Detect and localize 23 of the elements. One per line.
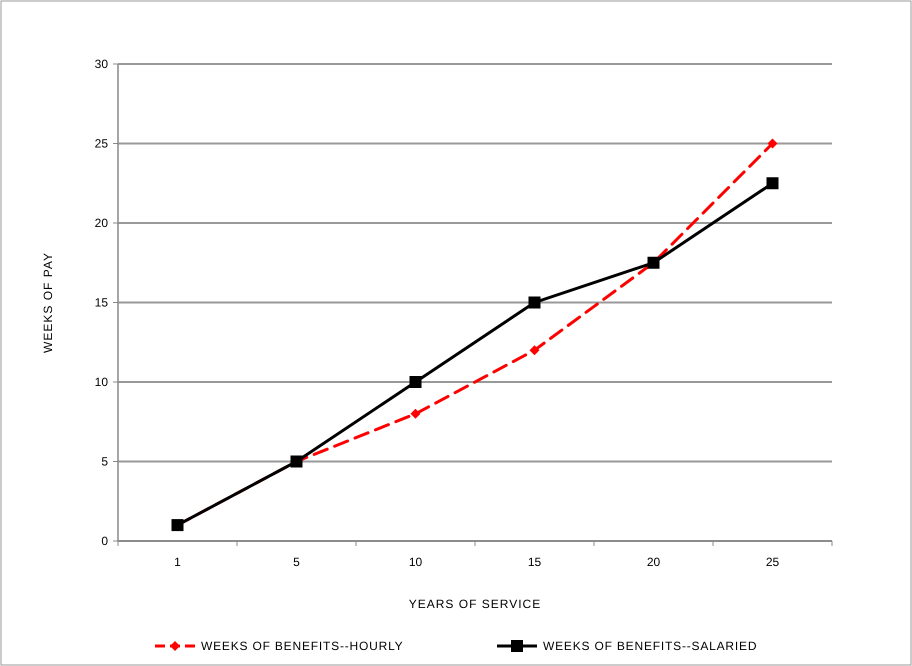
x-tick-label: 1 bbox=[174, 555, 182, 569]
x-tick-label: 5 bbox=[293, 555, 300, 569]
y-tick-label: 10 bbox=[94, 375, 108, 390]
x-tick-label: 20 bbox=[646, 555, 660, 569]
point bbox=[410, 408, 420, 419]
y-tick-label: 25 bbox=[94, 136, 108, 151]
x-tick-label: 15 bbox=[528, 555, 542, 569]
y-tick-label: 5 bbox=[101, 454, 108, 469]
y-tick-label: 30 bbox=[94, 57, 108, 72]
x-tick-label: 10 bbox=[408, 555, 422, 569]
point bbox=[766, 177, 778, 190]
x-axis-title: YEARS OF SERVICE bbox=[408, 597, 542, 611]
y-tick-label: 0 bbox=[101, 534, 108, 548]
y-tick-label: 20 bbox=[94, 216, 108, 230]
legend-label: WEEKS OF BENEFITS--HOURLY bbox=[201, 639, 404, 654]
y-axis-title: WEEKS OF PAY bbox=[41, 252, 55, 353]
legend-label: WEEKS OF BENEFITS--SALARIED bbox=[543, 639, 758, 654]
point bbox=[530, 345, 540, 356]
point bbox=[768, 138, 778, 148]
point bbox=[410, 376, 422, 388]
point bbox=[528, 296, 540, 308]
x-tick-label: 25 bbox=[766, 555, 780, 569]
y-tick-label: 15 bbox=[94, 296, 108, 310]
